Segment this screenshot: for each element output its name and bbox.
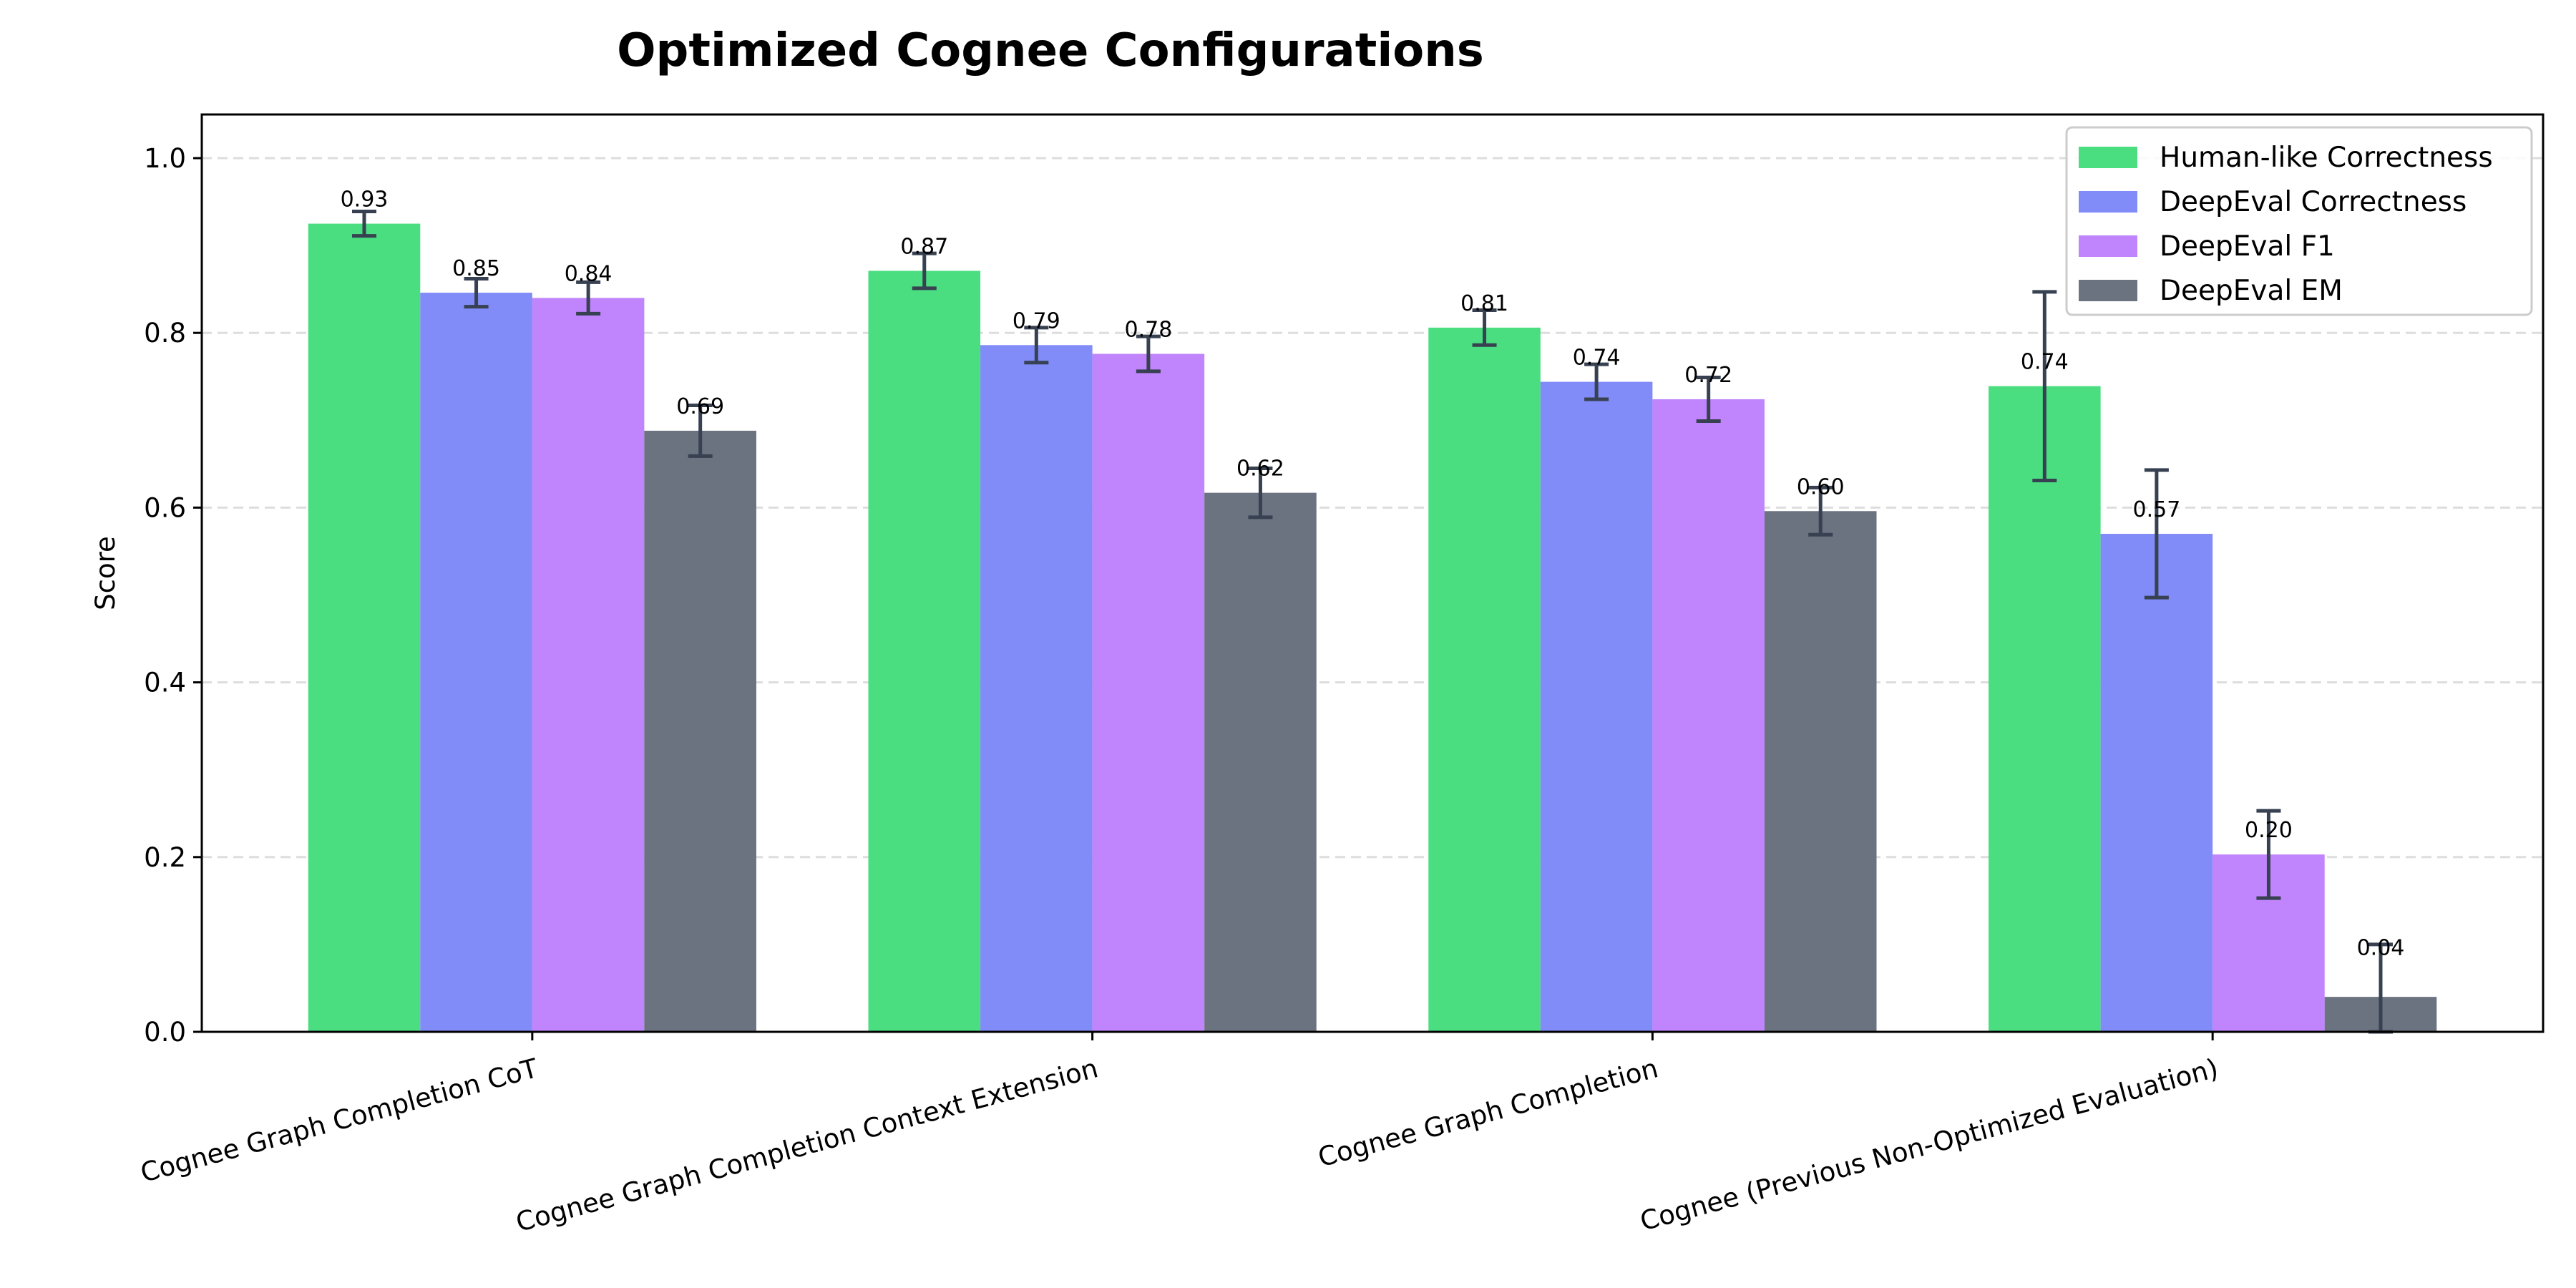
bar bbox=[2100, 534, 2213, 1032]
error-bar bbox=[912, 251, 937, 291]
bar-value-label: 0.84 bbox=[565, 261, 613, 286]
x-tick-label: Cognee Graph Completion Context Extensio… bbox=[512, 1053, 1101, 1238]
error-bar bbox=[688, 404, 713, 458]
bar bbox=[1989, 386, 2101, 1032]
y-tick-label: 0.0 bbox=[144, 1017, 186, 1048]
legend-label: Human-like Correctness bbox=[2160, 142, 2493, 174]
error-bar bbox=[2144, 468, 2169, 600]
x-tick-label: Cognee (Previous Non-Optimized Evaluatio… bbox=[1637, 1053, 2222, 1236]
error-bar bbox=[576, 280, 601, 316]
bar bbox=[1652, 399, 1765, 1032]
bar-value-label: 0.60 bbox=[1797, 474, 1845, 499]
error-bar bbox=[2032, 290, 2057, 483]
error-bar bbox=[464, 276, 489, 309]
bar-value-label: 0.85 bbox=[452, 256, 500, 281]
bar bbox=[644, 430, 756, 1032]
error-bar bbox=[352, 209, 377, 238]
error-bar bbox=[1248, 466, 1273, 519]
bar bbox=[308, 223, 421, 1033]
legend-swatch bbox=[2079, 147, 2137, 168]
y-tick-label: 0.8 bbox=[144, 318, 186, 348]
bar-value-label: 0.87 bbox=[900, 235, 948, 260]
bar-value-label: 0.20 bbox=[2245, 818, 2293, 843]
legend-label: DeepEval Correctness bbox=[2160, 186, 2467, 218]
error-bar bbox=[2256, 809, 2281, 900]
y-tick-label: 0.4 bbox=[144, 668, 186, 698]
bar bbox=[1428, 327, 1541, 1032]
bar bbox=[1540, 381, 1653, 1032]
bar bbox=[868, 270, 981, 1032]
legend-swatch bbox=[2079, 235, 2137, 257]
bar bbox=[1092, 353, 1205, 1032]
bar bbox=[532, 298, 645, 1032]
error-bar bbox=[1472, 308, 1497, 347]
error-bar bbox=[1696, 375, 1721, 424]
legend-swatch bbox=[2079, 191, 2137, 213]
bar-value-label: 0.69 bbox=[676, 394, 724, 419]
bar-value-label: 0.78 bbox=[1124, 318, 1172, 343]
error-bar bbox=[1584, 362, 1609, 401]
bars bbox=[308, 223, 2437, 1033]
plot-frame bbox=[200, 113, 2545, 1033]
bar-value-label: 0.72 bbox=[1684, 363, 1732, 388]
bar bbox=[980, 345, 1093, 1032]
bar-labels: 0.93 0.87 0.81 0.74 0.85 0.79 0.74 0.57 0.84 0.78… bbox=[341, 187, 2405, 961]
error-bar bbox=[1136, 334, 1161, 374]
bar-value-label: 0.81 bbox=[1460, 291, 1508, 316]
bar-value-label: 0.62 bbox=[1236, 457, 1284, 482]
y-axis: 0.0 0.2 0.4 0.6 0.8 1.0 bbox=[144, 143, 202, 1048]
bar-value-label: 0.57 bbox=[2132, 497, 2180, 522]
legend-label: DeepEval F1 bbox=[2160, 230, 2335, 263]
x-tick-label: Cognee Graph Completion bbox=[1314, 1053, 1661, 1173]
bar bbox=[1204, 492, 1317, 1032]
legend-box bbox=[2065, 126, 2533, 316]
bar-value-label: 0.74 bbox=[2021, 350, 2069, 375]
legend-swatch bbox=[2079, 280, 2137, 301]
legend-label: DeepEval EM bbox=[2160, 275, 2343, 307]
bar-value-label: 0.93 bbox=[341, 187, 389, 213]
error-bar bbox=[1808, 485, 1833, 537]
y-tick-label: 1.0 bbox=[144, 143, 186, 174]
error-bars bbox=[352, 209, 2393, 1034]
legend: Human-like Correctness DeepEval Correctne… bbox=[2065, 126, 2533, 316]
bar bbox=[420, 293, 532, 1033]
x-tick-label: Cognee Graph Completion CoT bbox=[137, 1053, 542, 1189]
y-tick-label: 0.6 bbox=[144, 492, 186, 523]
bar-value-label: 0.74 bbox=[1573, 346, 1621, 371]
chart-title: Optimized Cognee Configurations bbox=[617, 24, 1484, 77]
bar bbox=[1764, 511, 1877, 1032]
y-axis-label: Score bbox=[90, 536, 121, 610]
bar-value-label: 0.04 bbox=[2357, 936, 2405, 961]
y-tick-label: 0.2 bbox=[144, 842, 186, 873]
bar-value-label: 0.79 bbox=[1013, 308, 1060, 333]
error-bar bbox=[1024, 326, 1049, 365]
